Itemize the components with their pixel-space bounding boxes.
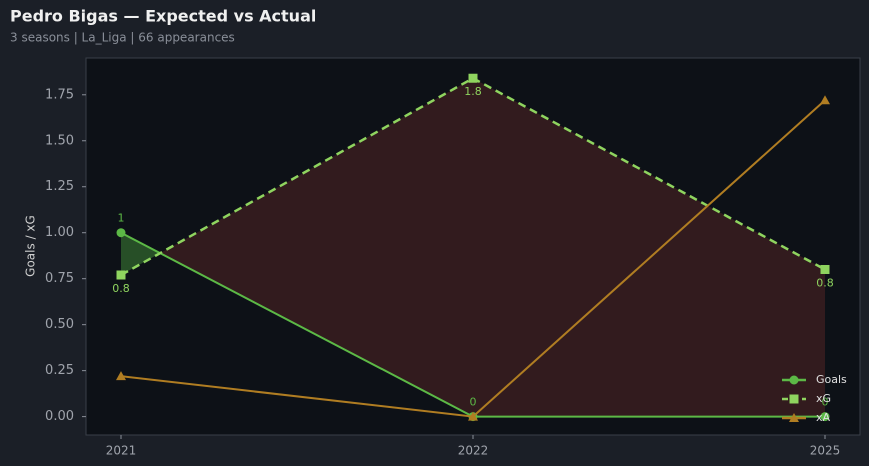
data-label: 0.8 [112,282,130,295]
y-tick-label: 0.00 [45,409,74,424]
data-label: 0 [470,396,477,409]
x-tick-label: 2025 [810,444,841,458]
y-tick-label: 1.50 [45,133,74,148]
y-tick-label: 0.75 [45,271,74,286]
legend-label: Goals [816,373,847,386]
y-tick-label: 1.25 [45,179,74,194]
fill-between [473,78,825,417]
data-point [820,95,830,105]
chart-title: Pedro Bigas — Expected vs Actual [10,7,316,26]
y-axis-label: Goals / xG [24,215,38,277]
data-label: 0 [822,396,829,409]
data-point [116,270,126,280]
data-point [468,411,478,421]
y-tick-label: 0.25 [45,363,74,378]
x-tick-label: 2021 [106,444,137,458]
y-tick-label: 0.50 [45,317,74,332]
chart-subtitle: 3 seasons | La_Liga | 66 appearances [10,31,235,45]
legend-marker [789,375,799,385]
fill-between [160,78,473,417]
data-point [820,264,830,274]
data-label: 1.8 [464,85,482,98]
legend-label: xG [816,392,831,405]
y-tick-label: 1.00 [45,225,74,240]
fill-between [121,232,161,276]
data-point [468,73,478,83]
data-label: 0.8 [816,276,834,289]
data-point [820,412,830,422]
legend-marker [789,394,799,404]
x-tick-label: 2022 [458,444,489,458]
legend-marker [789,413,799,422]
y-tick-label: 1.75 [45,87,74,102]
data-label: 1 [118,212,125,225]
data-point [116,228,126,238]
legend-label: xA [816,411,831,424]
data-point [116,371,126,381]
